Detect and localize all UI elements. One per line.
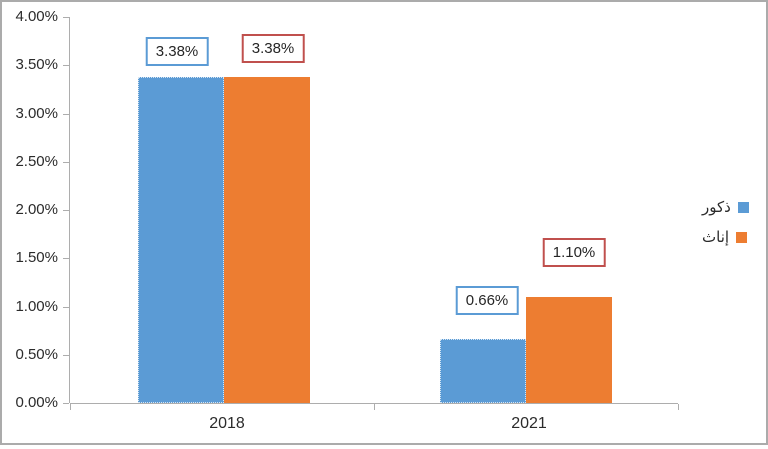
- y-axis-tick-mark: [63, 354, 69, 356]
- y-axis-tick-label: 1.50%: [15, 249, 58, 267]
- y-axis-tick-mark: [63, 403, 69, 404]
- y-axis-tick-mark: [63, 65, 69, 67]
- x-axis-line: [70, 403, 678, 404]
- legend-label: ذكور: [702, 199, 731, 216]
- y-axis-tick-label: 2.50%: [15, 152, 58, 170]
- legend-item: ذكور: [702, 197, 749, 217]
- y-axis-tick-mark: [63, 17, 69, 18]
- bar: [526, 296, 612, 403]
- y-axis-tick-label: 4.00%: [15, 8, 58, 25]
- bar: [440, 339, 526, 403]
- x-axis-category-label: 2018: [209, 415, 245, 432]
- data-label: 3.38%: [145, 37, 209, 66]
- x-axis-category-label: 2021: [511, 415, 547, 432]
- x-axis-tick-mark: [678, 404, 679, 410]
- y-axis-tick-label: 3.00%: [15, 104, 58, 122]
- legend-item: إناث: [702, 227, 749, 247]
- y-axis-tick-mark: [63, 306, 69, 308]
- y-axis-tick-label: 2.00%: [15, 201, 58, 218]
- bar: [224, 76, 310, 403]
- y-axis-tick-mark: [63, 210, 69, 211]
- bar: [138, 76, 224, 403]
- y-axis-tick-mark: [63, 161, 69, 163]
- data-label: 0.66%: [455, 286, 519, 315]
- y-axis-tick-mark: [63, 113, 69, 115]
- data-label: 3.38%: [241, 34, 305, 63]
- y-axis-tick-mark: [63, 258, 69, 260]
- x-axis-tick-mark: [374, 404, 375, 410]
- y-axis-tick-label: 0.00%: [15, 394, 58, 411]
- legend-swatch-icon: [736, 231, 748, 243]
- legend: ذكور إناث: [702, 197, 749, 257]
- y-axis-tick-label: 1.00%: [15, 297, 58, 315]
- x-axis-tick-mark: [70, 404, 71, 410]
- y-axis-tick-label: 0.50%: [15, 345, 58, 363]
- legend-label: إناث: [702, 229, 730, 246]
- y-axis-tick-label: 3.50%: [15, 56, 58, 74]
- legend-swatch-icon: [737, 201, 749, 213]
- data-label: 1.10%: [542, 238, 606, 267]
- y-axis-line: [69, 17, 70, 403]
